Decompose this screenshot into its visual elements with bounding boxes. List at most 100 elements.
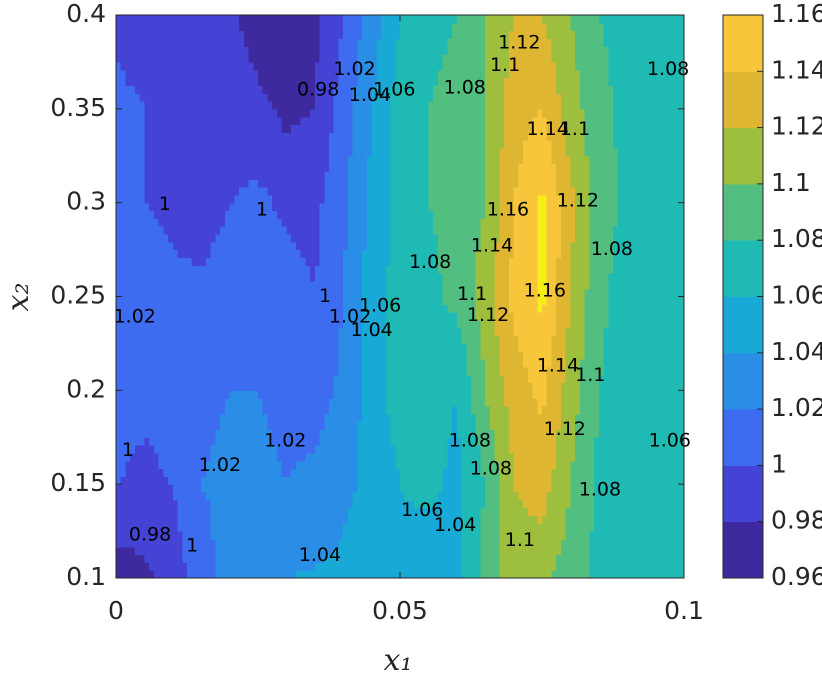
contour-cell <box>650 390 657 399</box>
contour-cell <box>655 351 661 360</box>
contour-cell <box>125 570 131 579</box>
contour-cell <box>357 398 363 407</box>
contour-cell <box>234 390 240 399</box>
contour-cell <box>258 421 264 431</box>
contour-cell <box>636 421 642 431</box>
contour-cell <box>627 296 633 305</box>
contour-cell <box>120 491 127 501</box>
contour-cell <box>513 562 519 571</box>
contour-cell <box>139 366 145 376</box>
contour-cell <box>125 280 131 290</box>
contour-cell <box>258 257 264 266</box>
contour-cell <box>163 468 169 477</box>
contour-cell <box>480 374 486 384</box>
contour-cell <box>239 484 245 493</box>
contour-cell <box>125 546 131 556</box>
contour-cell <box>674 499 680 509</box>
contour-cell <box>139 202 145 212</box>
contour-cell <box>168 554 174 563</box>
contour-cell <box>603 343 609 352</box>
contour-cell <box>338 398 344 407</box>
contour-cell <box>243 484 250 493</box>
contour-cell <box>205 437 212 446</box>
contour-cell <box>201 319 207 329</box>
contour-cell <box>305 468 311 477</box>
contour-cell <box>589 562 595 571</box>
contour-cell <box>480 304 486 313</box>
contour-cell <box>343 249 349 259</box>
contour-cell <box>371 562 377 571</box>
contour-cell <box>329 515 335 524</box>
contour-cell <box>177 327 183 337</box>
contour-cell <box>660 429 666 438</box>
contour-cell <box>125 421 131 431</box>
contour-cell <box>655 312 661 321</box>
contour-cell <box>153 460 160 470</box>
contour-cell <box>608 359 614 368</box>
contour-cell <box>537 491 543 501</box>
contour-cell <box>523 382 529 391</box>
contour-cell <box>295 562 302 571</box>
contour-cell <box>447 421 453 431</box>
contour-cell <box>144 460 150 470</box>
contour-cell <box>291 202 297 212</box>
contour-cell <box>343 491 349 501</box>
contour-cell <box>437 405 444 415</box>
contour-cell <box>627 351 633 360</box>
contour-cell <box>400 484 406 493</box>
contour-cell <box>532 319 538 329</box>
contour-cell <box>556 476 562 485</box>
contour-cell <box>551 562 557 571</box>
contour-cell <box>542 507 548 517</box>
contour-cell <box>518 327 524 337</box>
contour-cell <box>641 546 647 556</box>
contour-cell <box>224 210 231 219</box>
contour-cell <box>182 507 188 517</box>
contour-cell <box>163 437 169 446</box>
contour-cell <box>149 273 155 282</box>
contour-cell <box>267 288 273 298</box>
contour-cell <box>584 374 590 384</box>
contour-cell <box>333 327 340 337</box>
contour-cell <box>494 343 500 352</box>
contour-cell <box>276 351 283 360</box>
contour-cell <box>120 538 127 548</box>
contour-cell <box>134 273 141 282</box>
contour-cell <box>291 421 297 431</box>
contour-cell <box>187 515 193 524</box>
contour-cell <box>518 335 524 345</box>
contour-cell <box>234 538 240 548</box>
contour-cell <box>295 249 302 259</box>
contour-cell <box>295 226 302 235</box>
contour-cell <box>305 476 311 485</box>
contour-cell <box>598 452 605 462</box>
contour-cell <box>324 202 330 212</box>
contour-cell <box>395 366 401 376</box>
contour-cell <box>400 366 406 376</box>
contour-cell <box>267 429 273 438</box>
contour-cell <box>447 390 453 399</box>
contour-cell <box>253 312 259 321</box>
contour-cell <box>523 531 529 540</box>
contour-cell <box>253 265 259 274</box>
contour-cell <box>622 468 628 477</box>
contour-cell <box>556 562 562 571</box>
contour-cell <box>286 202 292 212</box>
contour-cell <box>466 452 472 462</box>
contour-cell <box>357 257 363 266</box>
contour-cell <box>243 421 250 431</box>
contour-cell <box>347 491 354 501</box>
contour-cell <box>116 304 122 313</box>
contour-cell <box>437 499 444 509</box>
contour-cell <box>191 437 198 446</box>
contour-cell <box>376 374 382 384</box>
contour-cell <box>272 210 278 219</box>
contour-cell <box>504 515 510 524</box>
contour-cell <box>224 523 231 532</box>
contour-cell <box>570 476 576 485</box>
contour-cell <box>153 202 160 212</box>
contour-cell <box>196 319 202 329</box>
contour-cell <box>163 319 169 329</box>
contour-cell <box>494 398 500 407</box>
contour-cell <box>366 351 373 360</box>
